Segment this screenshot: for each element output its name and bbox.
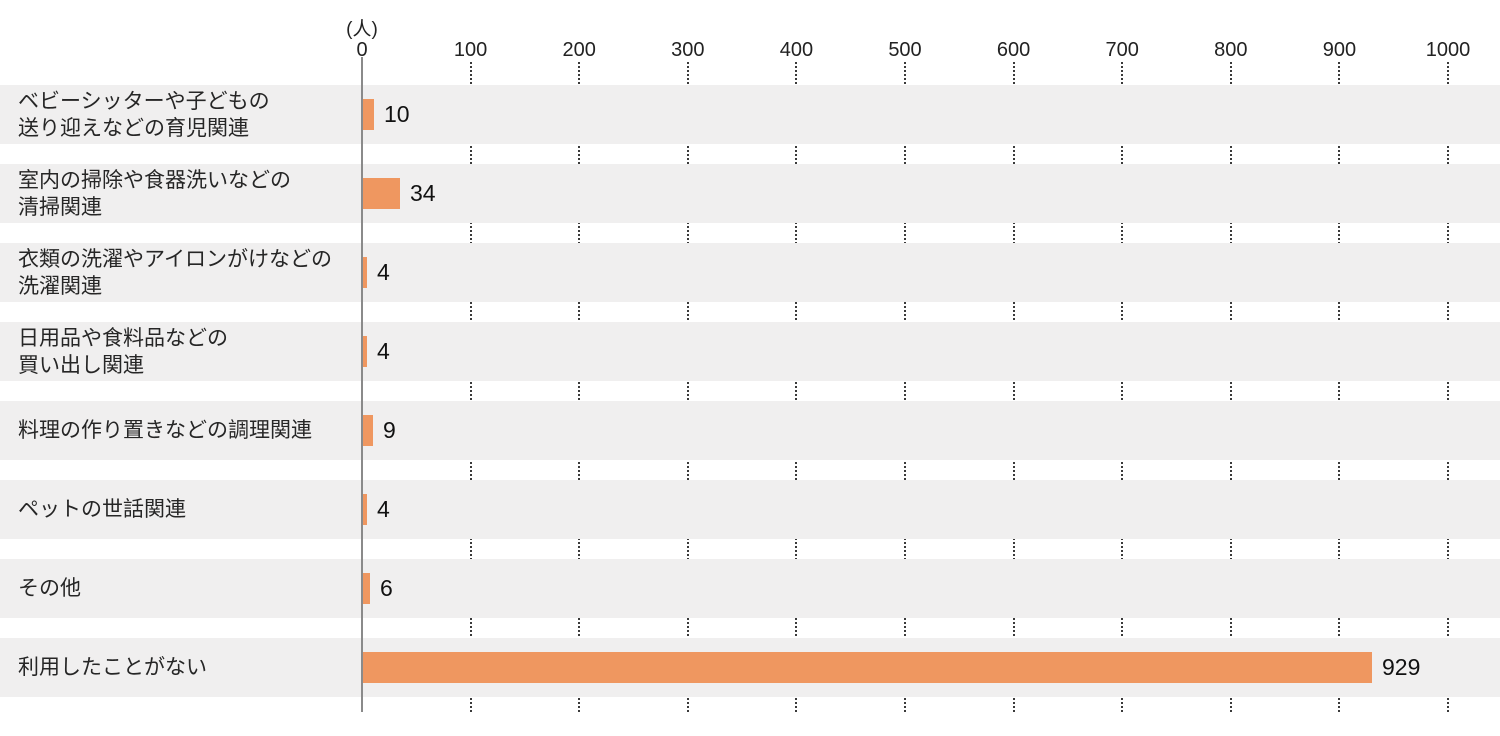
bar [363,257,367,288]
dotted-gridline [1121,62,1124,712]
value-label: 10 [384,101,410,127]
bar [363,573,370,604]
category-label: その他 [18,577,81,600]
value-label: 929 [1382,654,1421,680]
category-label: 利用したことがない [18,656,207,679]
value-label: 4 [377,338,390,364]
value-label: 4 [377,496,390,522]
x-tick-label: 0 [356,39,368,61]
x-tick-label: 100 [453,39,488,61]
category-label: ペットの世話関連 [18,498,186,521]
bar [363,652,1372,683]
value-label: 9 [383,417,396,443]
x-tick-label: 1000 [1425,39,1471,61]
chart-row: 利用したことがない 929 [0,638,1500,697]
value-label: 6 [380,575,393,601]
chart-row: 日用品や食料品などの 買い出し関連 4 [0,322,1500,381]
bar [363,415,373,446]
dotted-gridline [1447,62,1449,712]
value-label: 34 [410,180,436,206]
dotted-gridline [1229,62,1232,712]
dotted-gridline [904,62,906,712]
dotted-gridline [686,62,689,712]
bar [363,336,367,367]
axis-unit-label: (人) [346,19,378,40]
x-tick-label: 900 [1322,39,1357,61]
dotted-gridline [795,62,798,712]
x-tick-label: 700 [1105,39,1139,61]
x-tick-label: 400 [779,39,814,61]
category-label: 室内の掃除や食器洗いなどの 清掃関連 [18,168,291,219]
chart-row: 衣類の洗濯やアイロンがけなどの 洗濯関連 4 [0,243,1500,302]
dotted-gridline [469,62,472,712]
x-tick-label: 200 [562,39,596,61]
chart-row: 料理の作り置きなどの調理関連 9 [0,401,1500,460]
value-label: 4 [377,259,390,285]
chart-row: ペットの世話関連 4 [0,480,1500,539]
bar [363,178,400,209]
bar [363,494,367,525]
category-label: 衣類の洗濯やアイロンがけなどの 洗濯関連 [18,247,332,298]
chart-row: 室内の掃除や食器洗いなどの 清掃関連 34 [0,164,1500,223]
category-label: 日用品や食料品などの 買い出し関連 [18,326,228,377]
bar [363,99,374,130]
x-tick-label: 300 [671,39,705,61]
chart-row: その他 6 [0,559,1500,618]
dotted-gridline [1012,62,1015,712]
dotted-gridline [578,62,581,712]
x-tick-label: 500 [888,39,922,61]
chart-row: ベビーシッターや子どもの 送り迎えなどの育児関連 10 [0,85,1500,144]
x-tick-label: 600 [996,39,1031,61]
category-label: 料理の作り置きなどの調理関連 [18,419,312,442]
axis-zero-line [361,57,363,712]
dotted-gridline [1338,62,1341,712]
category-label: ベビーシッターや子どもの 送り迎えなどの育児関連 [18,89,270,140]
x-tick-label: 800 [1214,39,1248,61]
